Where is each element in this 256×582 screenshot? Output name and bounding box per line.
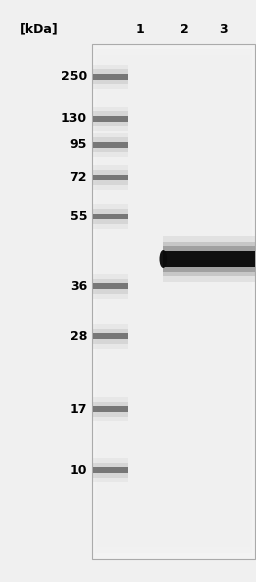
Text: 2: 2 bbox=[180, 23, 189, 36]
Bar bbox=[93, 463, 128, 478]
Bar bbox=[163, 242, 255, 276]
Text: 36: 36 bbox=[70, 280, 87, 293]
Text: 250: 250 bbox=[61, 70, 87, 83]
Bar bbox=[93, 329, 128, 344]
Bar bbox=[93, 111, 128, 126]
Bar bbox=[93, 467, 128, 473]
Text: 10: 10 bbox=[70, 464, 87, 477]
Bar bbox=[93, 133, 128, 157]
Bar bbox=[93, 214, 128, 219]
Bar bbox=[93, 406, 128, 412]
Bar bbox=[92, 44, 255, 559]
Ellipse shape bbox=[159, 250, 167, 268]
Bar bbox=[93, 165, 128, 190]
Bar bbox=[93, 279, 128, 294]
Bar bbox=[163, 251, 255, 267]
Bar bbox=[97, 55, 250, 547]
Text: 55: 55 bbox=[70, 210, 87, 223]
Text: 130: 130 bbox=[61, 112, 87, 125]
Text: 28: 28 bbox=[70, 330, 87, 343]
Bar bbox=[93, 397, 128, 421]
Bar bbox=[93, 65, 128, 89]
Text: 1: 1 bbox=[135, 23, 144, 36]
Bar bbox=[93, 209, 128, 224]
Text: 17: 17 bbox=[70, 403, 87, 416]
Bar bbox=[93, 204, 128, 229]
Bar bbox=[95, 49, 252, 553]
Bar bbox=[93, 324, 128, 349]
Bar bbox=[93, 274, 128, 299]
Bar bbox=[93, 333, 128, 339]
Bar bbox=[93, 137, 128, 152]
Bar bbox=[163, 236, 255, 282]
Bar bbox=[93, 170, 128, 185]
Bar bbox=[93, 142, 128, 148]
Bar bbox=[93, 402, 128, 417]
Bar bbox=[93, 116, 128, 122]
Bar bbox=[92, 44, 255, 559]
Bar bbox=[93, 74, 128, 80]
Bar bbox=[163, 246, 255, 272]
Text: [kDa]: [kDa] bbox=[20, 23, 59, 36]
Bar bbox=[93, 175, 128, 180]
Bar bbox=[93, 458, 128, 482]
Text: 72: 72 bbox=[70, 171, 87, 184]
Bar bbox=[93, 69, 128, 84]
Bar bbox=[93, 107, 128, 131]
Text: 95: 95 bbox=[70, 139, 87, 151]
Text: 3: 3 bbox=[220, 23, 228, 36]
Bar bbox=[93, 283, 128, 289]
